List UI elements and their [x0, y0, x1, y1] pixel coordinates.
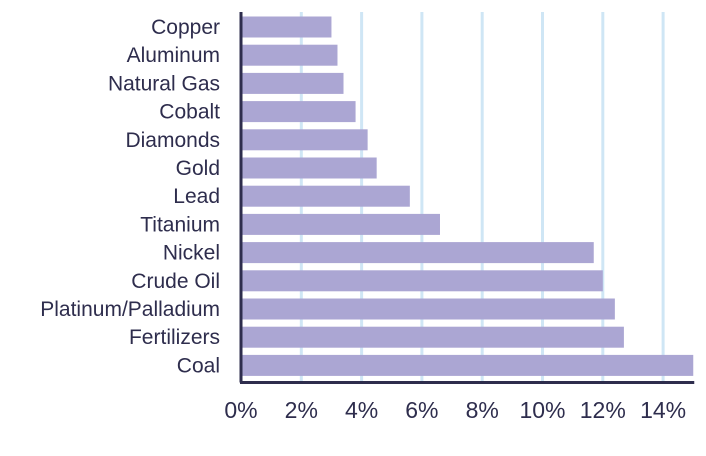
- x-tick-label: 6%: [405, 397, 438, 423]
- gridlines: [299, 12, 665, 383]
- category-label: Platinum/Palladium: [40, 298, 220, 321]
- category-label: Aluminum: [127, 44, 220, 67]
- bar-cobalt: [241, 101, 356, 123]
- category-labels: Copper Aluminum Natural Gas Cobalt Diamonds G…: [40, 16, 220, 377]
- x-tick-label: 4%: [345, 397, 378, 423]
- bar-fertilizers: [241, 326, 624, 348]
- category-label: Fertilizers: [129, 326, 220, 349]
- x-tick-label: 14%: [640, 397, 686, 423]
- axes: [239, 12, 695, 384]
- bar-titanium: [241, 213, 440, 235]
- category-label: Natural Gas: [108, 72, 220, 95]
- category-label: Lead: [173, 185, 220, 208]
- x-tick-label: 10%: [519, 397, 565, 423]
- x-tick-labels: 0% 2% 4% 6% 8% 10% 12% 14%: [224, 397, 686, 423]
- x-tick-label: 8%: [466, 397, 499, 423]
- category-label: Gold: [176, 157, 220, 180]
- bar-nickel: [241, 242, 594, 264]
- bar-coal: [241, 354, 694, 376]
- bar-platinum-palladium: [241, 298, 615, 320]
- bar-diamonds: [241, 129, 368, 151]
- category-label: Diamonds: [125, 129, 220, 152]
- category-label: Copper: [151, 16, 220, 39]
- bar-lead: [241, 185, 410, 207]
- category-label: Crude Oil: [131, 270, 220, 293]
- bars: [241, 16, 694, 376]
- category-label: Coal: [177, 354, 220, 377]
- x-tick-label: 0%: [224, 397, 257, 423]
- bar-crude-oil: [241, 270, 603, 292]
- bar-gold: [241, 157, 377, 179]
- category-label: Cobalt: [159, 101, 220, 124]
- bar-copper: [241, 16, 332, 38]
- category-label: Nickel: [163, 242, 220, 265]
- bar-aluminum: [241, 44, 338, 66]
- x-tick-label: 12%: [580, 397, 626, 423]
- bar-natural-gas: [241, 72, 344, 94]
- x-tick-label: 2%: [285, 397, 318, 423]
- category-label: Titanium: [140, 213, 220, 236]
